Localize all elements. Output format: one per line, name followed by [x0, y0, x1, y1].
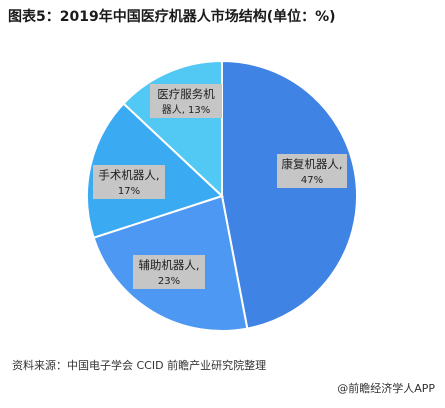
source-note: 资料来源：中国电子学会 CCID 前瞻产业研究院整理 [12, 359, 267, 372]
slice-label-1: 辅助机器人, 23% [133, 255, 205, 289]
slice-label-text-3-1: 器人, 13% [162, 104, 211, 116]
slice-label-text-3-0: 医疗服务机 [157, 87, 215, 101]
slice-label-text-2-0: 手术机器人, [98, 168, 159, 182]
slice-label-text-0-0: 康复机器人, [281, 157, 342, 171]
slice-label-text-1-1: 23% [158, 276, 180, 287]
pie-slice-0 [221, 59, 358, 330]
slice-label-box-1 [133, 255, 205, 289]
slice-label-box-0 [277, 154, 347, 188]
slice-label-text-1-0: 辅助机器人, [138, 258, 199, 272]
slice-label-box-2 [93, 165, 165, 199]
slice-label-box-3 [150, 84, 222, 118]
slice-label-0: 康复机器人, 47% [277, 154, 347, 188]
slice-label-2: 手术机器人, 17% [93, 165, 165, 199]
brand-label: @前瞻经济学人APP [337, 382, 435, 395]
chart-title: 图表5：2019年中国医疗机器人市场结构(单位：%) [8, 9, 336, 25]
slice-label-text-0-1: 47% [301, 175, 323, 186]
slice-label-text-2-1: 17% [118, 186, 140, 197]
